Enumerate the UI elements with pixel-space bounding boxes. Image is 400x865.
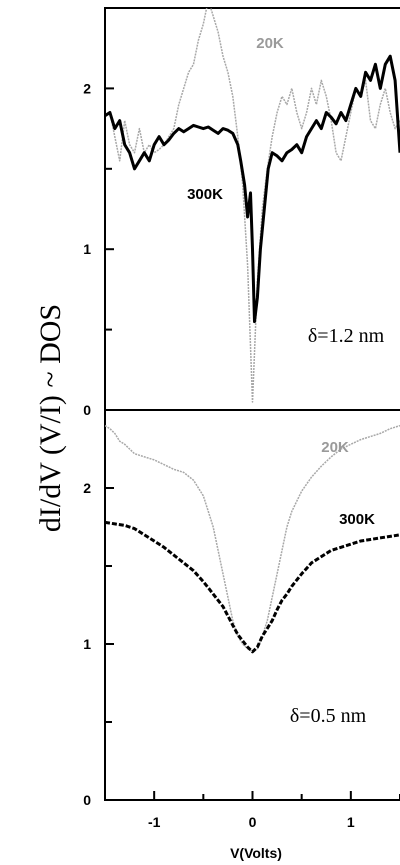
series-line-20K	[109, 8, 400, 403]
y-tick-label: 1	[83, 636, 91, 652]
panel-bottom: 0 1 2 -1 0 1 20K 300K δ=0.5 nm	[83, 409, 400, 830]
series-label-300K: 300K	[187, 186, 223, 203]
delta-annotation: δ=0.5 nm	[290, 705, 367, 727]
y-tick-label: 1	[83, 241, 91, 257]
delta-annotation: δ=1.2 nm	[308, 325, 385, 347]
x-axis-label: V(Volts)	[230, 845, 282, 861]
series-line-300K	[105, 54, 400, 324]
x-tick-label: -1	[148, 814, 161, 830]
y-tick-label: 0	[83, 792, 91, 808]
series-line-300K	[105, 520, 400, 654]
y-axis-label: dI/dV (V/I) ~ DOS	[34, 304, 67, 532]
series-line-20K	[105, 424, 400, 653]
x-tick-label: 0	[249, 814, 257, 830]
panel-frame	[104, 409, 400, 801]
series-label-300K: 300K	[339, 511, 375, 528]
series-label-20K: 20K	[321, 439, 349, 456]
y-tick-label: 2	[83, 80, 91, 96]
x-tick-label: 1	[347, 814, 355, 830]
series-label-20K: 20K	[256, 35, 284, 52]
panel-top: 0 1 2 20K 300K δ=1.2 nm	[83, 7, 400, 418]
chart-layer: 0 1 2 20K 300K δ=1.2 nm 0 1 2 -1 0 1 20K 300K δ=0.5 nm	[83, 7, 400, 830]
y-tick-label: 0	[83, 402, 91, 418]
y-tick-label: 2	[83, 480, 91, 496]
